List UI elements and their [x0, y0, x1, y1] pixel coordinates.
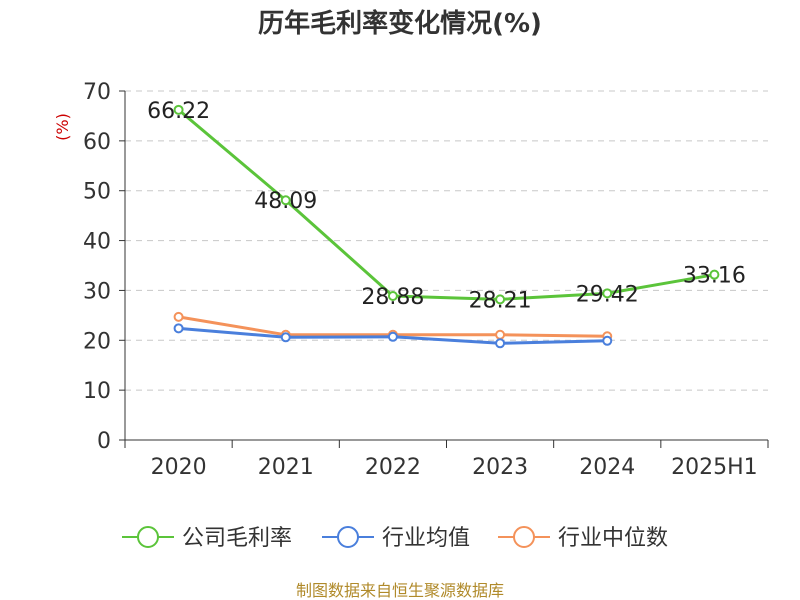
y-tick-label: 40	[83, 230, 111, 255]
x-tick-label: 2023	[472, 455, 528, 480]
chart-title: 历年毛利率变化情况(%)	[258, 8, 542, 39]
x-tick-label: 2020	[151, 455, 207, 480]
source-note: 制图数据来自恒生聚源数据库	[296, 581, 504, 600]
data-point	[602, 288, 613, 299]
data-point	[173, 323, 184, 334]
legend-marker	[513, 526, 535, 548]
legend-marker	[337, 526, 359, 548]
data-labels: 66.22 48.09 28.88 28.21 29.42 33.16	[147, 99, 746, 314]
legend-marker	[137, 526, 159, 548]
data-label: 48.09	[254, 189, 317, 214]
legend-label: 行业中位数	[558, 526, 668, 551]
y-tick-label: 50	[83, 180, 111, 205]
data-point	[280, 195, 291, 206]
data-point	[280, 332, 291, 343]
data-point	[387, 331, 398, 342]
y-tick-label: 0	[97, 429, 111, 454]
data-point	[495, 329, 506, 340]
data-label: 29.42	[576, 282, 639, 307]
y-axis-label: (%)	[53, 113, 72, 141]
data-point	[173, 311, 184, 322]
data-label: 28.21	[469, 288, 532, 313]
x-tick-label: 2021	[258, 455, 314, 480]
axes: 0 10 20 30 40 50 60 70 2020 2021 2022 2023 2024 2025H…	[83, 80, 769, 480]
data-point	[173, 104, 184, 115]
data-label: 66.22	[147, 99, 210, 124]
data-label: 33.16	[683, 264, 746, 289]
y-tick-label: 30	[83, 279, 111, 304]
legend-label: 公司毛利率	[182, 526, 292, 551]
x-tick-label: 2025H1	[671, 455, 758, 480]
legend: 公司毛利率 行业均值 行业中位数	[122, 526, 668, 551]
data-point	[709, 269, 720, 280]
y-tick-label: 70	[83, 80, 111, 105]
y-tick-label: 20	[83, 329, 111, 354]
y-tick-label: 60	[83, 130, 111, 155]
y-tick-label: 10	[83, 379, 111, 404]
data-point	[387, 291, 398, 302]
data-point	[495, 294, 506, 305]
data-point	[602, 335, 613, 346]
data-point	[495, 338, 506, 349]
x-tick-label: 2022	[365, 455, 421, 480]
series-line	[177, 108, 715, 301]
legend-label: 行业均值	[382, 526, 470, 551]
x-tick-label: 2024	[579, 455, 635, 480]
grid-lines	[125, 90, 768, 391]
data-label: 28.88	[361, 285, 424, 310]
series-group	[173, 104, 720, 349]
